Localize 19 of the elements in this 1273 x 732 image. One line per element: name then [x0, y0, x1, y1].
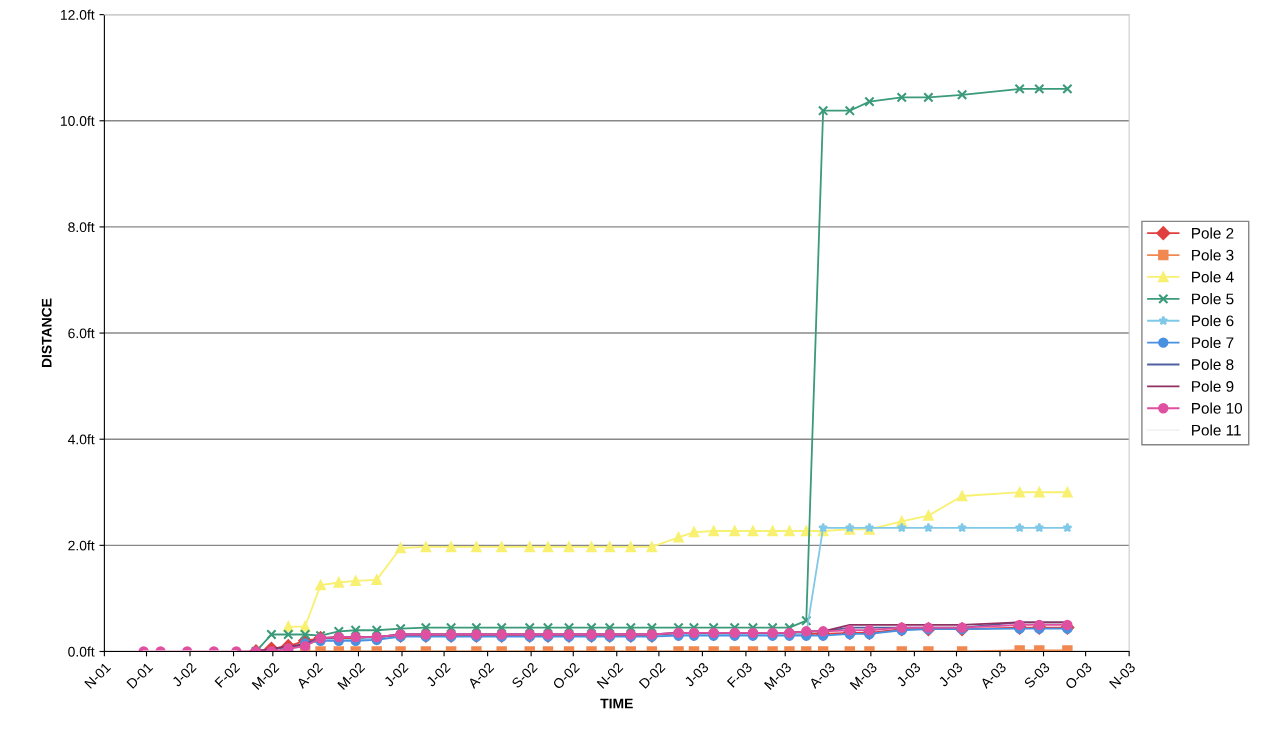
y-tick-label: 0.0ft: [68, 646, 95, 657]
legend-label: Pole 10: [1192, 402, 1243, 414]
legend-label: Pole 4: [1192, 271, 1234, 283]
legend-label: Pole 8: [1192, 358, 1234, 370]
legend-label: Pole 11: [1192, 424, 1241, 436]
y-tick-label: 12.0ft: [60, 9, 95, 20]
y-tick-label: 6.0ft: [68, 328, 95, 339]
y-tick-label: 10.0ft: [60, 115, 95, 126]
y-tick-label: 8.0ft: [68, 221, 95, 233]
y-tick-label: 2.0ft: [68, 540, 95, 551]
legend-label: Pole 7: [1192, 336, 1234, 349]
legend-label: Pole 9: [1192, 380, 1234, 392]
y-tick-label: 4.0ft: [67, 434, 95, 445]
legend-label: Pole 5: [1192, 293, 1234, 305]
legend-label: Pole 3: [1192, 249, 1234, 261]
y-axis-title: DISTANCE: [41, 298, 52, 368]
legend-label: Pole 2: [1192, 227, 1234, 239]
x-axis-title: TIME: [600, 698, 633, 709]
legend-label: Pole 6: [1192, 315, 1234, 327]
